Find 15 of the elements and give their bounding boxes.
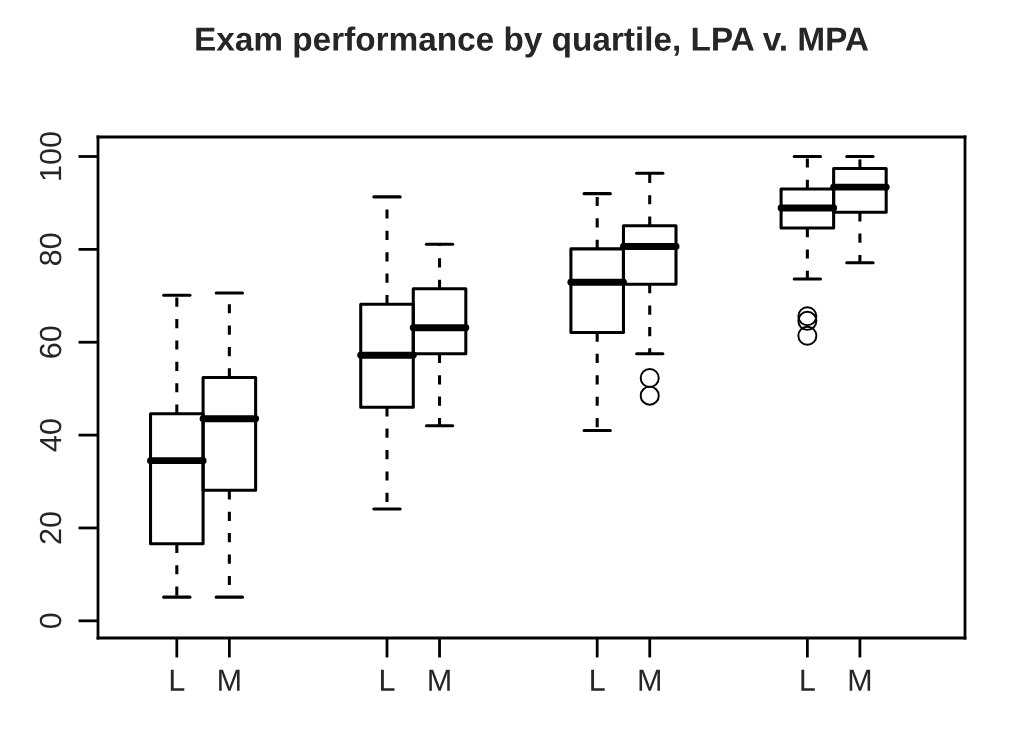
x-tick-label: L — [801, 669, 815, 691]
chart-title: Exam performance by quartile, LPA v. MPA — [196, 26, 869, 58]
x-tick-label: L — [381, 669, 395, 691]
x-tick-label: L — [170, 669, 185, 691]
x-tick-label: M — [429, 669, 450, 691]
y-tick-label: 0 — [39, 613, 62, 629]
y-tick-label: 20 — [39, 512, 62, 544]
x-tick-label: M — [849, 669, 871, 691]
y-tick-label: 40 — [39, 419, 62, 452]
y-tick-label: 80 — [39, 233, 62, 266]
x-tick-label: M — [219, 669, 240, 691]
y-tick-label: 60 — [39, 326, 62, 358]
y-tick-label: 100 — [39, 132, 62, 180]
x-tick-label: L — [591, 669, 605, 691]
x-tick-label: M — [639, 669, 660, 691]
